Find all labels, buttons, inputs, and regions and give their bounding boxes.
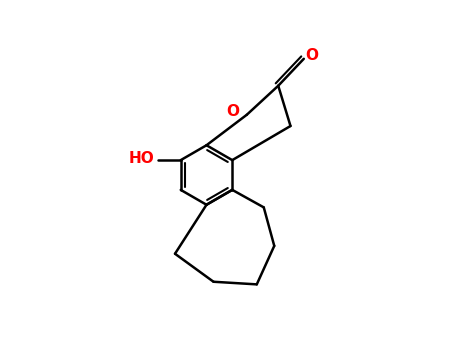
Text: HO: HO [129, 151, 154, 166]
Text: O: O [305, 49, 318, 63]
Text: O: O [226, 104, 239, 119]
